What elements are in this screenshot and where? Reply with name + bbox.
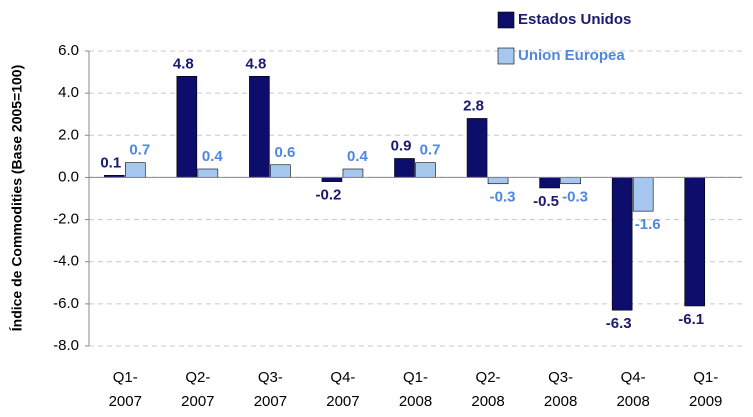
x-tick-label: Q4- 2008 (616, 369, 650, 410)
legend-swatch (497, 11, 515, 29)
bar (176, 75, 198, 178)
bar (466, 118, 488, 178)
bar (197, 168, 219, 178)
data-label: 0.6 (274, 144, 295, 161)
y-tick-label: 0.0 (58, 168, 79, 185)
data-label: -0.2 (316, 187, 342, 204)
bar (684, 177, 706, 307)
bar (394, 158, 415, 178)
data-label: 0.1 (100, 154, 121, 171)
legend-swatch (497, 47, 515, 65)
bar (124, 162, 146, 178)
y-tick-label: 6.0 (58, 42, 79, 59)
y-tick-label: 4.0 (58, 84, 79, 101)
data-label: -0.5 (533, 193, 559, 210)
bar (415, 162, 436, 178)
x-tick-label: Q2- 2008 (471, 369, 505, 410)
bar (321, 177, 343, 182)
data-label: -0.3 (490, 189, 516, 206)
bar (539, 177, 560, 189)
data-label: 0.7 (129, 142, 150, 159)
bar (632, 177, 654, 212)
bar (270, 164, 291, 178)
x-tick-label: Q1- 2007 (108, 369, 142, 410)
y-tick-label: -4.0 (53, 253, 79, 270)
bar (487, 177, 509, 185)
data-label: -0.3 (562, 189, 588, 206)
data-label: 0.4 (347, 148, 369, 165)
data-label: 4.8 (173, 55, 194, 72)
x-tick-label: Q1- 2009 (689, 369, 723, 410)
legend-label: Union Europea (518, 47, 625, 64)
bar (342, 168, 364, 178)
y-tick-label: -8.0 (53, 337, 79, 354)
data-label: 0.9 (391, 137, 412, 154)
legend-label: Estados Unidos (518, 11, 631, 28)
data-label: 0.4 (202, 148, 224, 165)
bar (611, 177, 633, 311)
x-tick-label: Q3- 2007 (253, 369, 288, 410)
x-tick-label: Q3- 2008 (543, 369, 578, 410)
bar (249, 75, 270, 178)
x-tick-label: Q1- 2008 (398, 369, 433, 410)
y-tick-label: -2.0 (53, 211, 79, 228)
y-axis-label: Índice de Commodities (Base 2005=100) (9, 65, 25, 332)
data-label: -1.6 (635, 216, 661, 233)
data-label: 4.8 (245, 55, 266, 72)
data-label: -6.3 (606, 315, 632, 332)
bar (560, 177, 581, 185)
data-label: 2.8 (463, 97, 484, 114)
x-tick-label: Q2- 2007 (181, 369, 215, 410)
y-tick-label: 2.0 (58, 126, 79, 143)
data-label: -6.1 (678, 311, 704, 328)
data-label: 0.7 (420, 142, 441, 159)
y-tick-label: -6.0 (53, 295, 79, 312)
x-tick-label: Q4- 2007 (326, 369, 360, 410)
